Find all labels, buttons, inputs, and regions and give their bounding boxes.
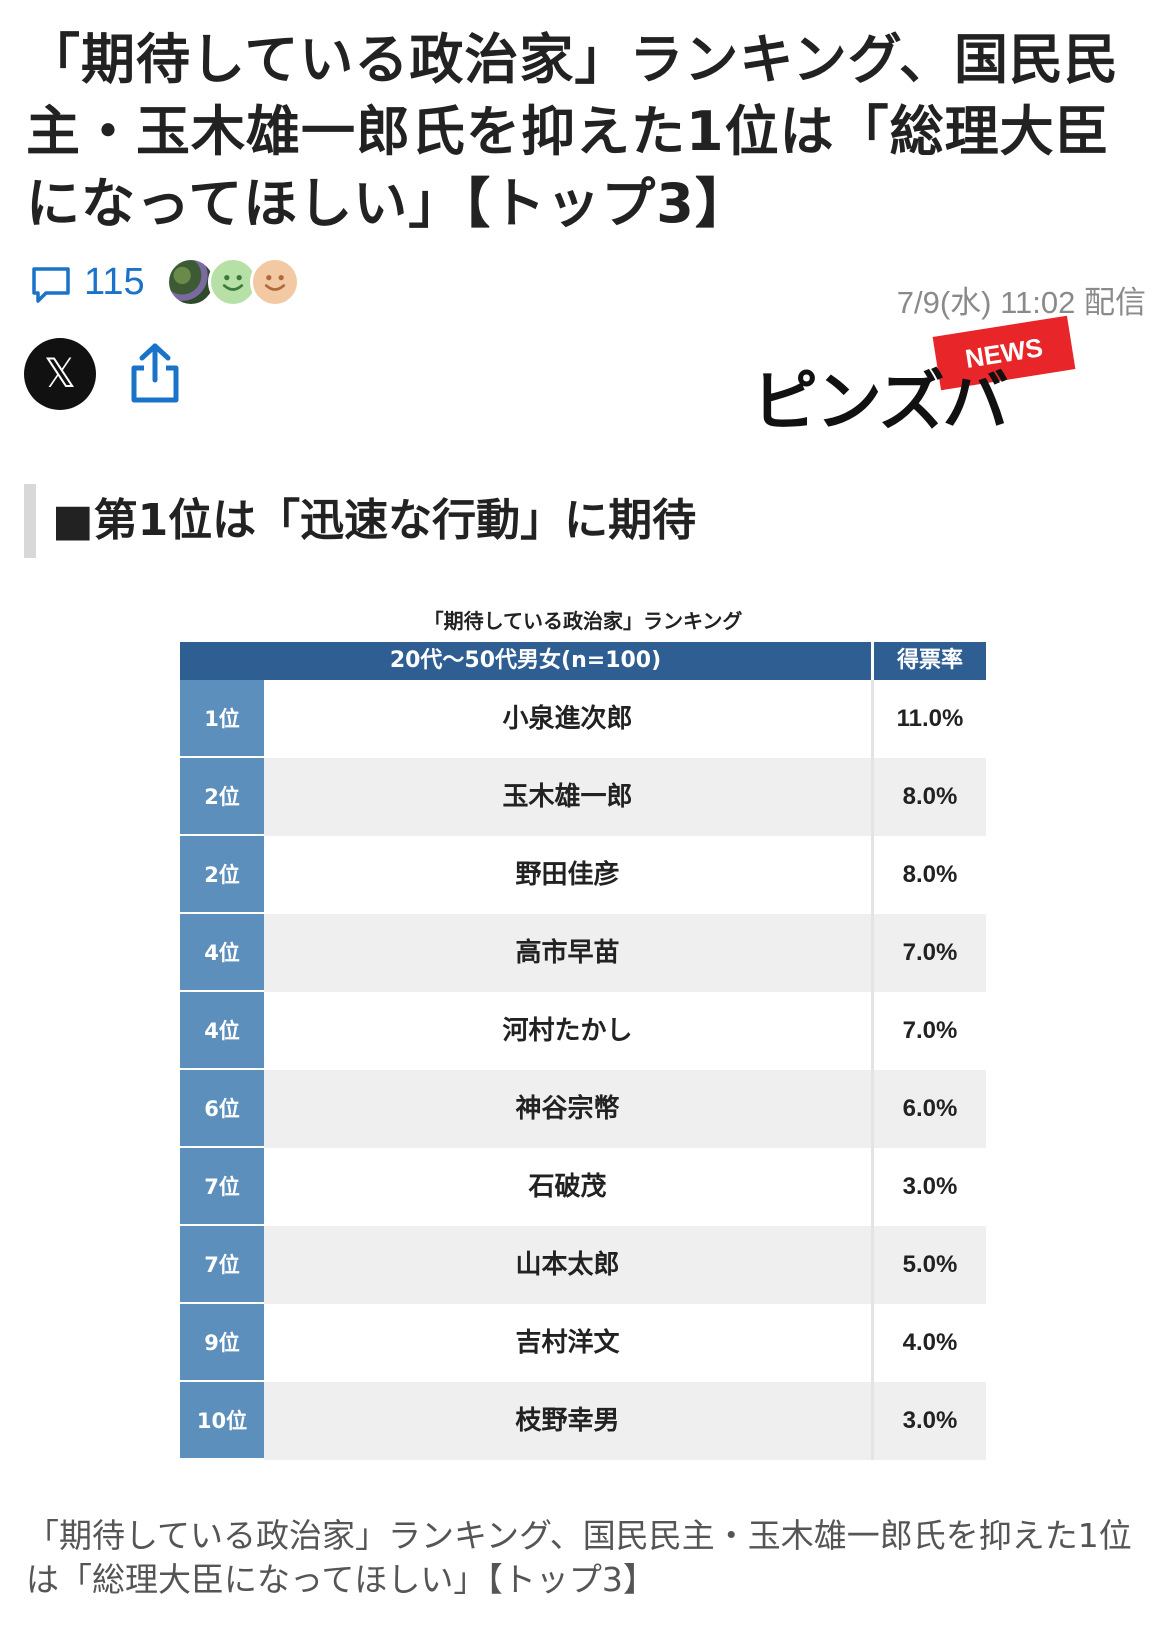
x-logo-icon: 𝕏 — [43, 351, 77, 397]
rank-cell: 7位 — [180, 1148, 264, 1226]
rate-cell: 8.0% — [874, 836, 986, 914]
table-row: 6位 神谷宗幣 6.0% — [180, 1070, 986, 1148]
logo-text: ピンズバ — [752, 363, 1009, 440]
name-cell: 河村たかし — [264, 992, 874, 1070]
rank-cell: 4位 — [180, 914, 264, 992]
name-cell: 野田佳彦 — [264, 836, 874, 914]
avatar — [250, 257, 300, 307]
smile-face-icon — [222, 274, 244, 291]
name-cell: 吉村洋文 — [264, 1304, 874, 1382]
commenter-avatars — [166, 255, 316, 307]
rate-cell: 8.0% — [874, 758, 986, 836]
name-cell: 山本太郎 — [264, 1226, 874, 1304]
rank-cell: 7位 — [180, 1226, 264, 1304]
avatar — [208, 257, 258, 307]
section-heading-text: ■第1位は「迅速な行動」に期待 — [52, 495, 697, 546]
table-header-main: 20代〜50代男女(n=100) — [180, 642, 874, 680]
rank-cell: 10位 — [180, 1382, 264, 1460]
ranking-table: 「期待している政治家」ランキング 20代〜50代男女(n=100) 得票率 1位… — [180, 600, 986, 1460]
avatar — [166, 257, 216, 307]
rate-cell: 7.0% — [874, 914, 986, 992]
table-row: 7位 山本太郎 5.0% — [180, 1226, 986, 1304]
rate-cell: 3.0% — [874, 1148, 986, 1226]
table-row: 2位 野田佳彦 8.0% — [180, 836, 986, 914]
rank-cell: 2位 — [180, 758, 264, 836]
article-headline: 「期待している政治家」ランキング、国民民主・玉木雄一郎氏を抑えた1位は「総理大臣… — [26, 28, 1119, 235]
name-cell: 石破茂 — [264, 1148, 874, 1226]
rate-cell: 5.0% — [874, 1226, 986, 1304]
table-row: 4位 高市早苗 7.0% — [180, 914, 986, 992]
rank-cell: 2位 — [180, 836, 264, 914]
table-body: 1位 小泉進次郎 11.0% 2位 玉木雄一郎 8.0% 2位 野田佳彦 8.0% 4位 高市早苗 7… — [180, 680, 986, 1460]
name-cell: 小泉進次郎 — [264, 680, 874, 758]
image-caption: 「期待している政治家」ランキング、国民民主・玉木雄一郎氏を抑えた1位は「総理大臣… — [26, 1516, 1132, 1599]
section-heading: ■第1位は「迅速な行動」に期待 — [24, 484, 1144, 558]
table-row: 7位 石破茂 3.0% — [180, 1148, 986, 1226]
article-meta: 115 7/9(水) 11:02 配信 — [26, 255, 1146, 320]
table-row: 2位 玉木雄一郎 8.0% — [180, 758, 986, 836]
name-cell: 枝野幸男 — [264, 1382, 874, 1460]
name-cell: 玉木雄一郎 — [264, 758, 874, 836]
name-cell: 高市早苗 — [264, 914, 874, 992]
rank-cell: 9位 — [180, 1304, 264, 1382]
table-row: 1位 小泉進次郎 11.0% — [180, 680, 986, 758]
share-x-button[interactable]: 𝕏 — [24, 338, 96, 410]
rank-cell: 1位 — [180, 680, 264, 758]
rate-cell: 4.0% — [874, 1304, 986, 1382]
comment-count[interactable]: 115 — [84, 261, 145, 303]
publisher-logo: NEWS ピンズバ — [752, 315, 1082, 440]
name-cell: 神谷宗幣 — [264, 1070, 874, 1148]
share-icon[interactable] — [128, 342, 182, 404]
publish-date: 7/9(水) 11:02 配信 — [896, 285, 1146, 320]
table-title: 「期待している政治家」ランキング — [423, 609, 743, 633]
rank-cell: 6位 — [180, 1070, 264, 1148]
table-row: 9位 吉村洋文 4.0% — [180, 1304, 986, 1382]
comment-icon[interactable] — [30, 265, 72, 305]
rate-cell: 11.0% — [874, 680, 986, 758]
rate-cell: 7.0% — [874, 992, 986, 1070]
rate-cell: 6.0% — [874, 1070, 986, 1148]
table-header: 20代〜50代男女(n=100) 得票率 — [180, 642, 986, 680]
rate-cell: 3.0% — [874, 1382, 986, 1460]
table-row: 10位 枝野幸男 3.0% — [180, 1382, 986, 1460]
table-header-rate: 得票率 — [896, 648, 963, 673]
smile-face-icon — [264, 274, 286, 291]
rank-cell: 4位 — [180, 992, 264, 1070]
table-row: 4位 河村たかし 7.0% — [180, 992, 986, 1070]
